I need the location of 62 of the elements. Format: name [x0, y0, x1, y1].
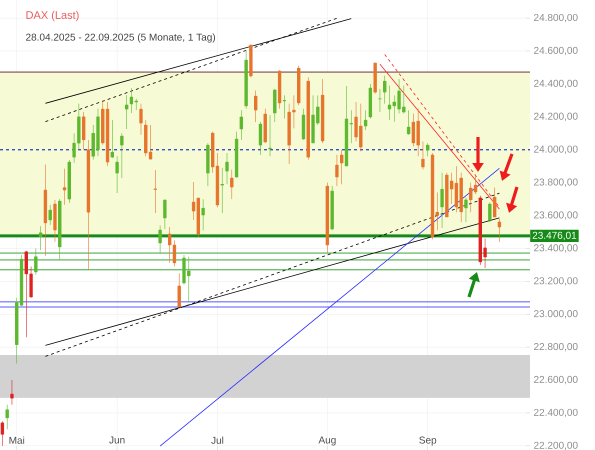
candlestick [48, 204, 52, 226]
candlestick [82, 112, 86, 150]
candlestick [282, 95, 286, 119]
candlestick [178, 272, 181, 308]
y-tick-label: 23.400,00 [534, 244, 578, 253]
candlestick [378, 88, 382, 112]
candlestick [34, 248, 38, 276]
candlestick [225, 152, 229, 185]
candlestick [268, 114, 272, 157]
text: DAX (Last) [26, 10, 79, 22]
candlestick [154, 170, 158, 214]
candlestick [464, 197, 468, 222]
y-tick-label: 24.800,00 [534, 14, 578, 22]
candlestick [5, 404, 9, 430]
candlestick [364, 110, 368, 130]
x-tick-label: Jul [211, 436, 224, 444]
candlestick [426, 142, 430, 157]
candlestick [383, 75, 386, 104]
y-tick-label: 24.400,00 [534, 80, 578, 88]
candlestick [163, 198, 167, 230]
candlestick [254, 90, 258, 122]
candlestick [120, 132, 124, 178]
candlestick [421, 141, 425, 170]
y-tick-label: 22.200,00 [534, 442, 578, 450]
candlestick [158, 225, 162, 254]
candlestick [273, 88, 276, 122]
candlestick [488, 202, 492, 222]
x-tick-label: Aug [318, 436, 336, 446]
candlestick [139, 103, 143, 136]
candlestick [240, 110, 244, 140]
candlestick [62, 168, 66, 206]
y-tick-label: 24.600,00 [534, 46, 578, 56]
candlestick [10, 380, 14, 406]
y-tick-label: 23.200,00 [534, 277, 578, 286]
candlestick [406, 110, 410, 136]
y-tick-label: 22.600,00 [534, 376, 578, 384]
y-tick-label: 23.800,00 [534, 178, 578, 187]
candlestick [110, 120, 114, 158]
y-tick-label: 22.800,00 [534, 343, 578, 352]
text: 28.04.2025 - 22.09.2025 (5 Monate, 1 Tag) [26, 33, 216, 43]
candlestick [0, 420, 4, 446]
x-tick-label: Jun [109, 436, 124, 444]
candlestick [38, 226, 42, 250]
candlestick [492, 187, 496, 218]
candlestick [230, 169, 234, 200]
y-tick-label: 23.000,00 [534, 310, 578, 318]
y-tick-label: 23.600,00 [534, 211, 578, 220]
candlestick [498, 218, 502, 242]
candlestick [124, 94, 128, 130]
candlestick [220, 168, 224, 214]
candlestick [440, 172, 444, 228]
candlestick [258, 121, 262, 156]
y-tick-label: 24.200,00 [534, 112, 578, 121]
ref-line-label: 23.476,01 [532, 232, 576, 240]
candlestick [335, 154, 339, 186]
x-tick-label: Sep [419, 436, 436, 446]
candlestick [201, 198, 205, 231]
y-tick-label: 22.400,00 [534, 408, 578, 418]
candlestick [340, 149, 344, 185]
y-tick-label: 24.000,00 [534, 146, 578, 154]
candlestick [115, 156, 119, 194]
x-tick-label: Mai [9, 436, 24, 444]
